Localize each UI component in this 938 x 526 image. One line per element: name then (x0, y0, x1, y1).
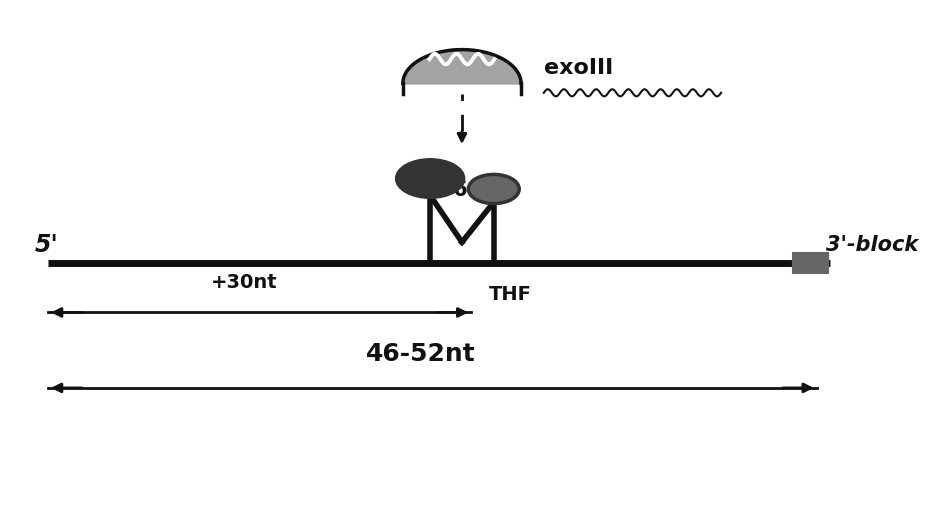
Bar (793, 253, 828, 273)
Text: +30nt: +30nt (210, 273, 277, 292)
Text: 5': 5' (35, 233, 58, 257)
Text: exoIII: exoIII (544, 58, 613, 78)
Circle shape (468, 175, 520, 204)
Text: THF: THF (490, 285, 532, 304)
Text: 46-52nt: 46-52nt (366, 342, 476, 366)
Circle shape (396, 159, 464, 198)
Text: 3'-block: 3'-block (825, 235, 918, 255)
Text: 2-6nt: 2-6nt (431, 180, 493, 200)
